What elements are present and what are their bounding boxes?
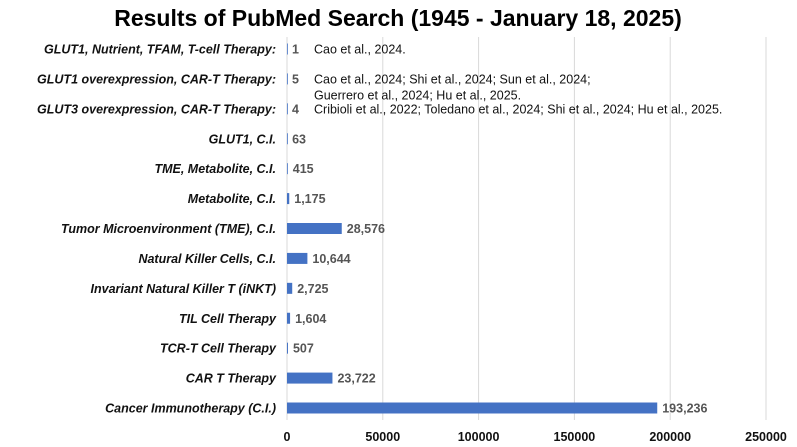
x-tick-label: 50000 bbox=[365, 430, 400, 444]
bar bbox=[287, 252, 308, 264]
bar bbox=[287, 43, 288, 55]
category-label: Metabolite, C.I. bbox=[188, 192, 276, 206]
citation-annotations: Cao et al., 2024. Cao et al., 2024; Shi e… bbox=[314, 43, 722, 117]
category-label: GLUT1, C.I. bbox=[209, 132, 276, 146]
category-label: Invariant Natural Killer T (iNKT) bbox=[91, 282, 276, 296]
bar bbox=[287, 282, 293, 294]
x-tick-label: 250000 bbox=[745, 430, 787, 444]
bars bbox=[287, 43, 658, 414]
bar bbox=[287, 103, 288, 115]
value-label: 415 bbox=[293, 162, 314, 176]
category-label: Cancer Immunotherapy (C.I.) bbox=[105, 402, 276, 416]
value-label: 1 bbox=[292, 43, 299, 57]
value-label: 5 bbox=[292, 72, 299, 86]
value-label: 10,644 bbox=[312, 252, 350, 266]
category-label: GLUT3 overexpression, CAR-T Therapy: bbox=[37, 102, 276, 116]
bar bbox=[287, 402, 658, 414]
category-label: GLUT1, Nutrient, TFAM, T-cell Therapy: bbox=[44, 43, 276, 57]
x-tick-label: 200000 bbox=[649, 430, 691, 444]
bar bbox=[287, 312, 291, 324]
value-label: 1,175 bbox=[294, 192, 325, 206]
chart-title: Results of PubMed Search (1945 - January… bbox=[114, 5, 682, 31]
value-label: 23,722 bbox=[337, 372, 375, 386]
x-tick-label: 150000 bbox=[554, 430, 596, 444]
category-label: TIL Cell Therapy bbox=[179, 312, 277, 326]
category-label: Natural Killer Cells, C.I. bbox=[138, 252, 276, 266]
bar bbox=[287, 223, 342, 234]
category-label: TCR-T Cell Therapy bbox=[160, 342, 277, 356]
category-label: Tumor Microenvironment (TME), C.I. bbox=[61, 222, 276, 236]
x-tick-label: 0 bbox=[284, 430, 291, 444]
category-label: TME, Metabolite, C.I. bbox=[154, 162, 276, 176]
value-label: 193,236 bbox=[662, 402, 707, 416]
value-label: 2,725 bbox=[297, 282, 328, 296]
citation-text: Guerrero et al., 2024; Hu et al., 2025. bbox=[314, 88, 521, 102]
bar bbox=[287, 342, 288, 354]
category-label: GLUT1 overexpression, CAR-T Therapy: bbox=[37, 72, 276, 86]
category-labels: GLUT1, Nutrient, TFAM, T-cell Therapy: GL… bbox=[37, 43, 277, 416]
value-label: 507 bbox=[293, 342, 314, 356]
value-labels: 1 5 4 63 415 1,175 28,576 10,644 2,725 1,604 507 23… bbox=[292, 43, 707, 416]
category-label: CAR T Therapy bbox=[186, 372, 277, 386]
bar bbox=[287, 73, 288, 85]
x-axis-tick-labels: 0 50000 100000 150000 200000 250000 bbox=[284, 430, 787, 444]
gridlines bbox=[286, 37, 767, 420]
value-label: 28,576 bbox=[347, 222, 385, 236]
value-label: 4 bbox=[292, 102, 299, 116]
bar bbox=[287, 193, 290, 205]
bar bbox=[287, 372, 333, 384]
citation-text: Cao et al., 2024. bbox=[314, 43, 406, 57]
x-tick-label: 100000 bbox=[458, 430, 500, 444]
value-label: 1,604 bbox=[295, 312, 326, 326]
value-label: 63 bbox=[292, 132, 306, 146]
citation-text: Cao et al., 2024; Shi et al., 2024; Sun … bbox=[314, 72, 591, 86]
citation-text: Cribioli et al., 2022; Toledano et al., … bbox=[314, 102, 722, 116]
bar bbox=[287, 133, 288, 145]
bar bbox=[287, 163, 288, 175]
